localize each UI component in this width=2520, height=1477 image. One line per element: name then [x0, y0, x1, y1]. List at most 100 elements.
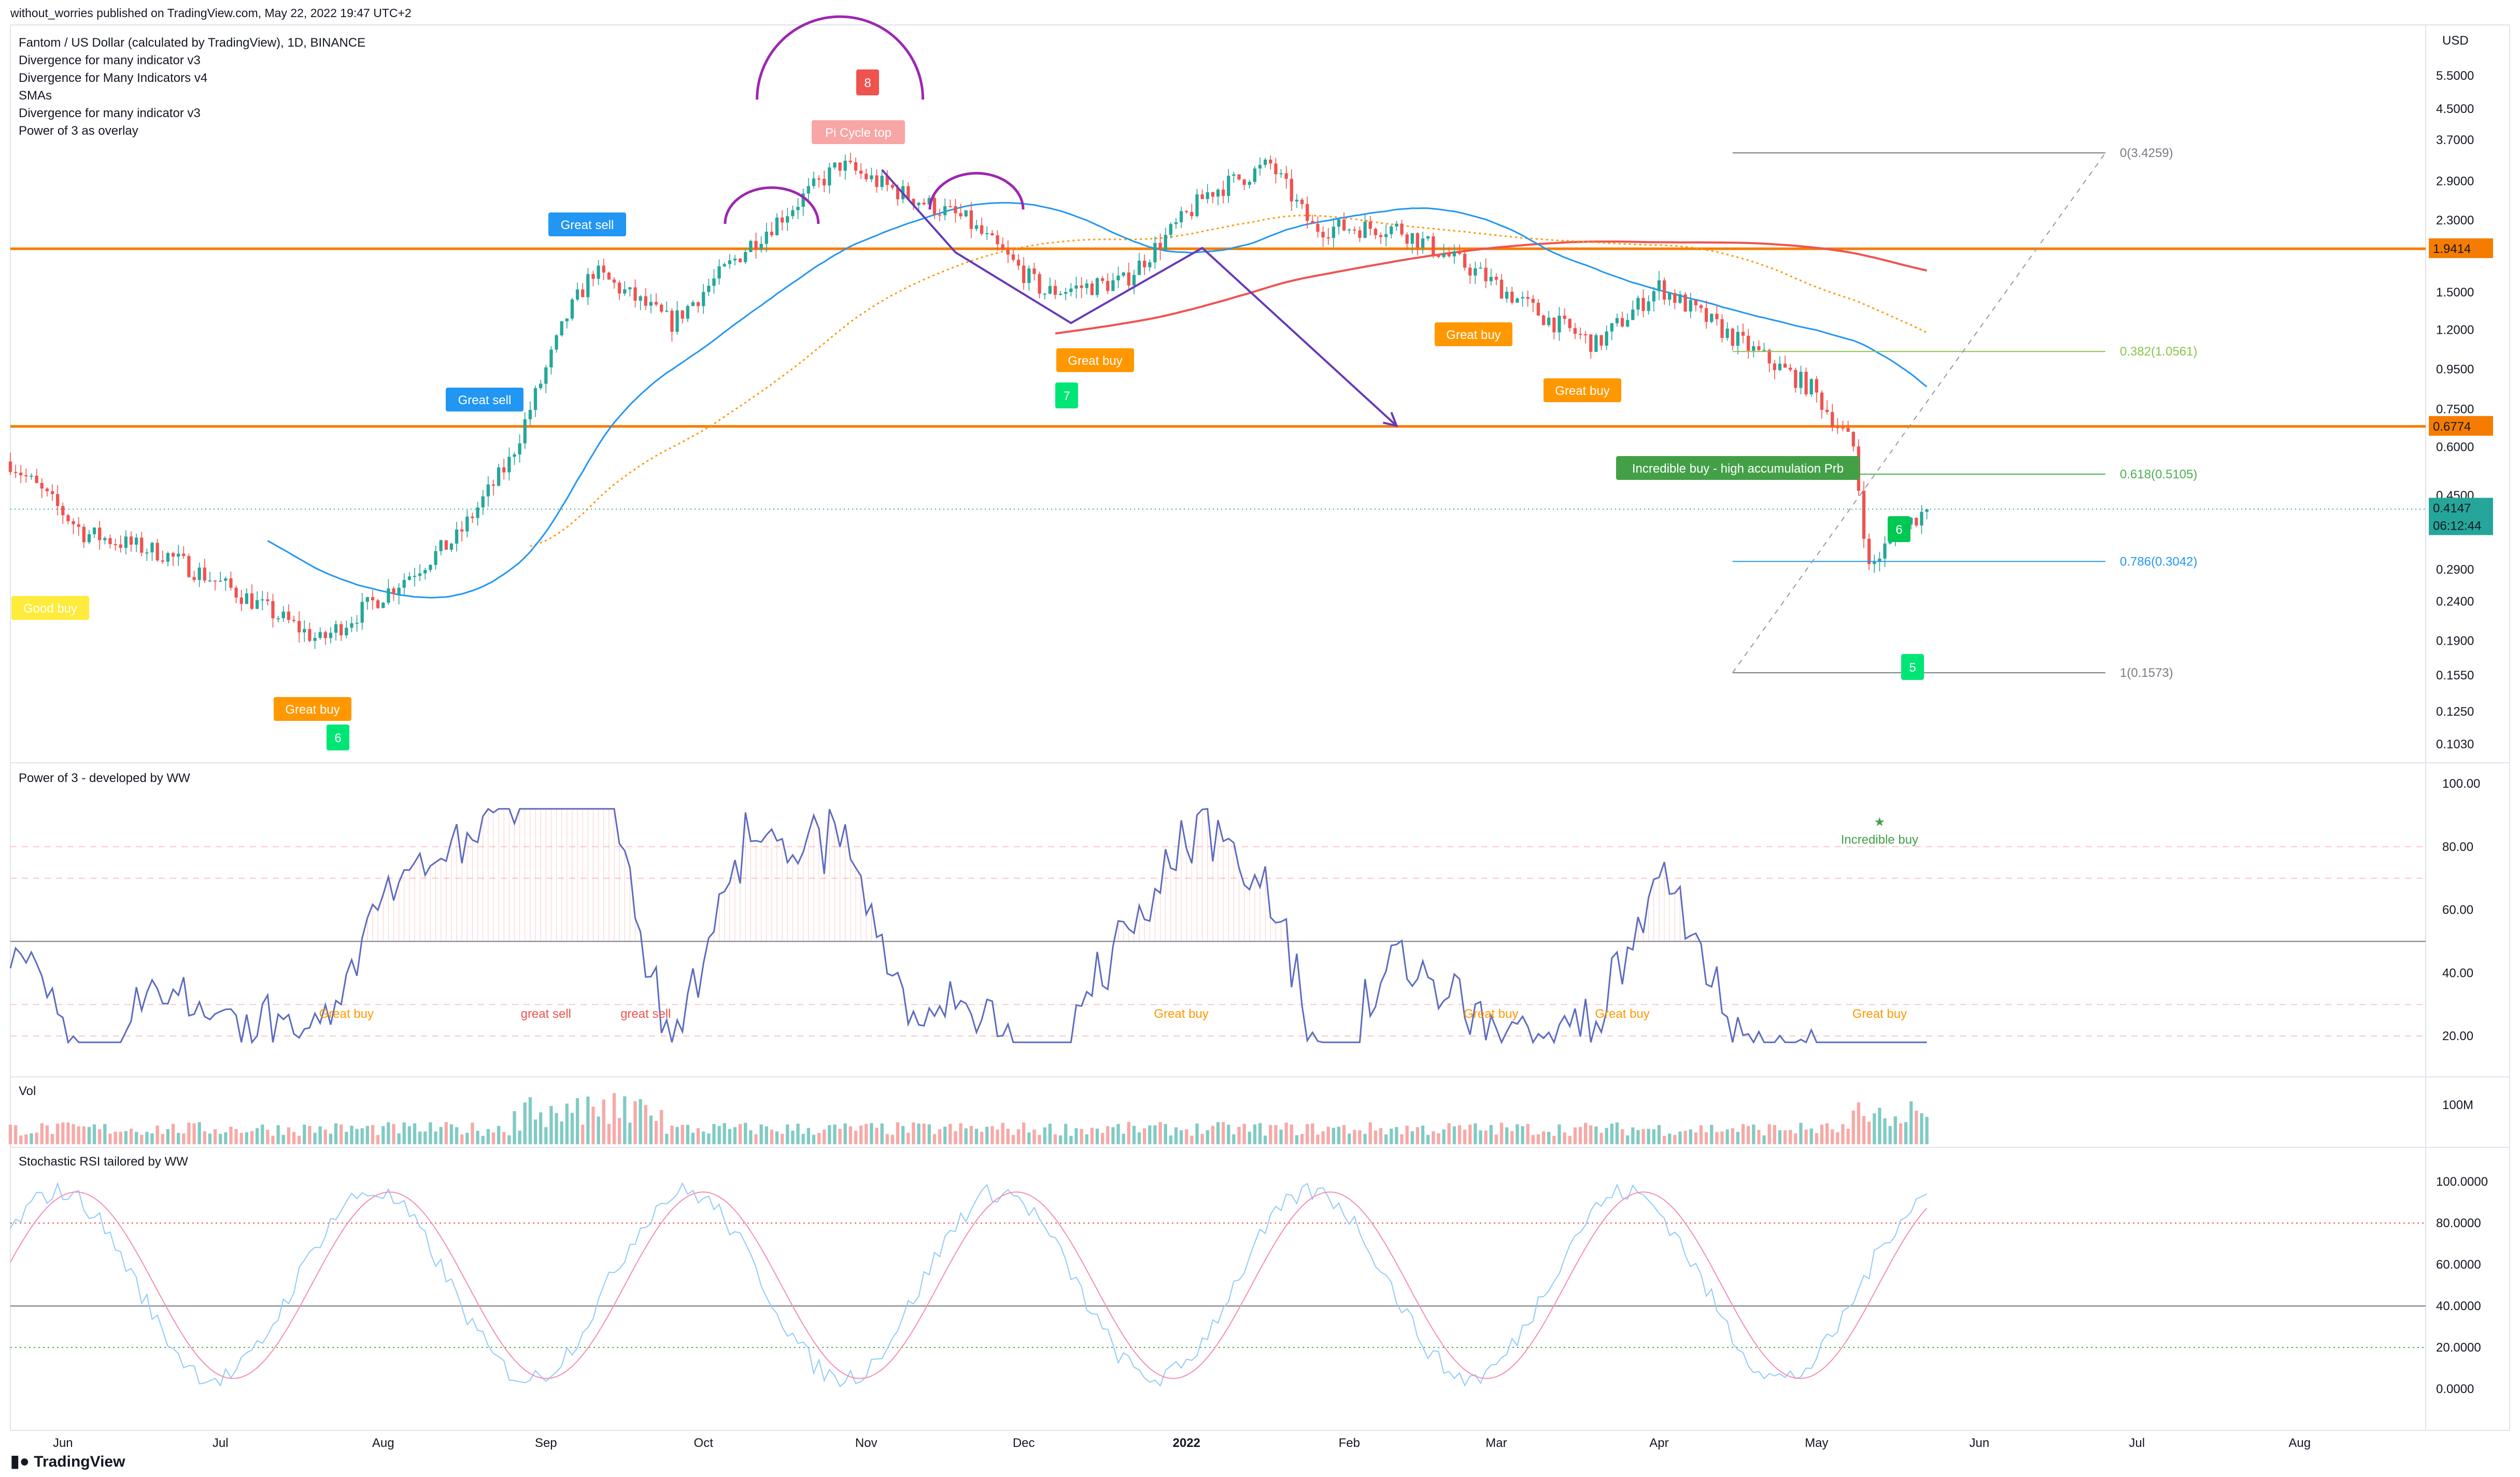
candle-body	[528, 409, 532, 419]
candle-body	[444, 540, 448, 550]
volume-bar	[45, 1125, 49, 1144]
candle	[434, 545, 437, 570]
candle-body	[30, 475, 33, 477]
tradingview-logo[interactable]: ▮● TradingView	[10, 1452, 125, 1470]
legend-line: Divergence for many indicator v3	[19, 106, 201, 120]
candle	[1841, 420, 1845, 432]
volume-bar	[1878, 1107, 1881, 1144]
volume-bar	[166, 1129, 170, 1144]
volume-bar	[66, 1122, 70, 1144]
volume-bar	[1258, 1123, 1262, 1144]
pi-cycle-top-tag: Pi Cycle top	[812, 120, 905, 144]
stoch-tick: 20.0000	[2436, 1341, 2481, 1355]
wave-count-7-text: 7	[1063, 389, 1070, 403]
candle-body	[990, 233, 994, 236]
volume-bar	[1762, 1135, 1766, 1144]
candle-body	[261, 599, 264, 601]
candle	[1767, 348, 1771, 373]
volume-bar	[245, 1132, 249, 1144]
candle	[1510, 287, 1514, 305]
candle	[817, 175, 821, 188]
stoch-tick: 40.0000	[2436, 1299, 2481, 1313]
volume-bar	[639, 1099, 642, 1144]
legend-line: Power of 3 as overlay	[19, 124, 138, 138]
great-buy-tag-text: Great buy	[1446, 328, 1500, 342]
candle	[1725, 322, 1729, 341]
candle-body	[1284, 173, 1288, 179]
candle	[1211, 191, 1215, 204]
candle-body	[61, 506, 65, 516]
candle-body	[381, 602, 385, 608]
volume-bar	[1227, 1125, 1230, 1144]
candle-body	[313, 637, 317, 641]
candle	[518, 434, 521, 463]
candle	[1311, 215, 1314, 224]
candle	[938, 208, 942, 221]
candle-body	[1715, 314, 1719, 319]
volume-bar	[806, 1128, 810, 1144]
candle-body	[1599, 335, 1603, 346]
candle	[1415, 232, 1420, 255]
volume-bar	[1463, 1129, 1467, 1144]
candle-body	[1032, 268, 1036, 274]
volume-bar	[161, 1134, 164, 1144]
candle-body	[1909, 518, 1913, 525]
candle	[308, 622, 312, 643]
vol-tick: 100M	[2442, 1098, 2473, 1112]
candle-body	[161, 560, 164, 562]
volume-bar	[229, 1127, 233, 1144]
candle	[155, 538, 159, 562]
candle	[481, 490, 485, 515]
good-buy-tag: Good buy	[11, 596, 89, 620]
volume-bar	[570, 1113, 574, 1144]
shoulder-arc	[928, 172, 1025, 210]
candle	[1915, 517, 1918, 528]
candle	[50, 484, 54, 501]
candle	[1873, 555, 1876, 573]
great-buy-tag: Great buy	[1544, 378, 1621, 402]
price-tick: 3.7000	[2436, 133, 2474, 147]
candle	[828, 163, 831, 194]
candle	[1710, 313, 1714, 323]
candle	[224, 576, 228, 591]
volume-bar	[865, 1124, 868, 1144]
candle-body	[974, 225, 979, 229]
volume-bar	[471, 1123, 474, 1144]
sma-50-line	[267, 202, 1928, 599]
candle	[1573, 322, 1577, 339]
candle-body	[733, 259, 737, 261]
candle-body	[192, 577, 196, 580]
candle	[1374, 228, 1378, 239]
candle-body	[1474, 268, 1477, 276]
volume-bar	[1442, 1129, 1446, 1144]
candle-body	[539, 384, 543, 389]
candle	[1762, 343, 1766, 352]
candle	[323, 630, 327, 645]
candle	[239, 590, 243, 612]
candle-body	[276, 618, 280, 619]
candle-body	[187, 556, 191, 577]
candle	[1137, 252, 1141, 275]
volume-bar	[1043, 1127, 1046, 1144]
candle-body	[1153, 243, 1157, 263]
candle	[114, 538, 117, 551]
volume-bar	[533, 1119, 537, 1144]
volume-bar	[1904, 1122, 1908, 1144]
volume-bar	[1190, 1135, 1194, 1144]
volume-bar	[859, 1125, 863, 1144]
candle	[1080, 277, 1083, 299]
candle	[407, 572, 412, 581]
volume-bar	[1479, 1130, 1482, 1144]
volume-bar	[932, 1134, 937, 1144]
candle	[1174, 218, 1178, 229]
volume-bar	[1269, 1125, 1272, 1144]
candle	[177, 545, 180, 566]
volume-bar	[261, 1124, 264, 1144]
volume-bar	[239, 1132, 243, 1144]
candle	[371, 590, 375, 610]
brand-label: TradingView	[34, 1453, 125, 1470]
volume-bar	[1038, 1134, 1041, 1144]
candle-body	[229, 578, 233, 588]
candle-body	[224, 578, 228, 581]
candle	[98, 521, 102, 550]
